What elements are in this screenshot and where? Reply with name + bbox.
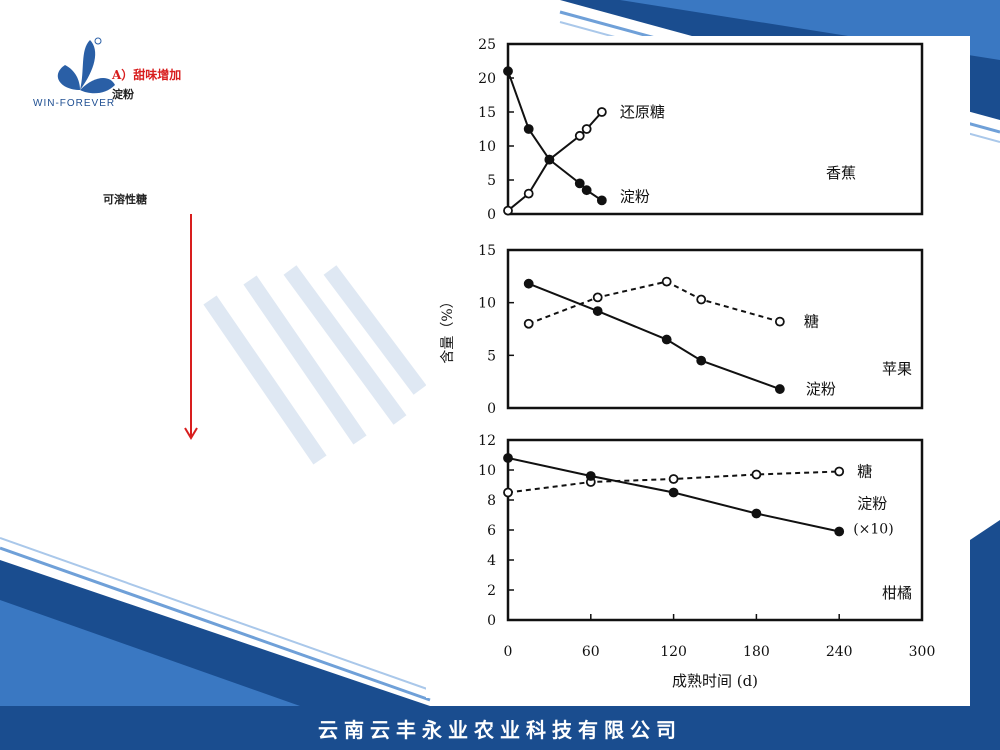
data-point (581, 124, 592, 134)
data-point (574, 178, 585, 189)
company-name: 云南云丰永业农业科技有限公司 (318, 718, 682, 742)
data-point (503, 205, 513, 216)
x-tick-label: 240 (826, 644, 853, 660)
right-edge-stripes (970, 520, 1000, 706)
arrow-down-icon (184, 214, 198, 440)
y-tick-label: 0 (487, 613, 496, 629)
company-logo (40, 35, 150, 115)
series-label: 淀粉 (620, 187, 650, 205)
y-tick-label: 0 (487, 207, 496, 223)
series-line (528, 280, 781, 325)
y-tick-label: 4 (487, 553, 496, 569)
data-point (696, 355, 707, 366)
data-point (668, 487, 679, 498)
data-point (523, 278, 534, 289)
logo-text: WIN-FOREVER (33, 98, 116, 109)
data-point (834, 526, 845, 537)
y-tick-label: 10 (478, 139, 496, 155)
data-point (523, 318, 534, 329)
plot-frame (506, 42, 924, 216)
data-point (523, 188, 534, 199)
data-point (661, 334, 672, 345)
data-point (751, 469, 762, 480)
y-axis-label: 含量（%） (440, 294, 456, 363)
data-point (581, 185, 592, 196)
bottom-left-stripes (0, 537, 431, 706)
y-tick-label: 0 (487, 401, 496, 417)
x-tick-label: 0 (504, 644, 513, 660)
data-point (544, 154, 555, 165)
data-point (503, 487, 513, 498)
y-tick-label: 5 (487, 348, 496, 364)
y-tick-label: 15 (478, 243, 496, 259)
data-point (523, 124, 534, 134)
series-label: 糖 (804, 313, 819, 331)
series-label: 还原糖 (620, 103, 665, 121)
data-point (661, 276, 672, 287)
data-point (774, 316, 785, 327)
panel-label: 香蕉 (826, 164, 856, 182)
series-note: (×10) (853, 522, 893, 538)
x-tick-label: 300 (909, 644, 936, 660)
data-point (696, 294, 707, 305)
footer-bar (0, 706, 1000, 750)
series-line (507, 70, 603, 202)
data-point (503, 66, 513, 77)
data-point (834, 466, 845, 477)
slide-heading: A）甜味增加 (112, 68, 182, 82)
data-point (574, 130, 585, 141)
data-point (774, 384, 785, 394)
y-tick-label: 10 (478, 296, 496, 312)
y-tick-label: 6 (487, 523, 496, 539)
data-point (592, 306, 603, 316)
y-tick-label: 25 (478, 37, 496, 53)
data-point (596, 107, 607, 117)
series-label: 糖 (857, 463, 872, 481)
y-tick-label: 2 (487, 583, 496, 599)
x-tick-label: 60 (582, 644, 600, 660)
series-label: 淀粉 (806, 380, 836, 398)
y-tick-label: 15 (478, 105, 496, 121)
x-tick-label: 120 (660, 644, 687, 660)
data-point (592, 292, 603, 303)
soluble-sugar-label: 可溶性糖 (103, 193, 147, 206)
data-point (585, 471, 596, 481)
starch-label: 淀粉 (112, 88, 134, 101)
x-tick-label: 180 (743, 644, 770, 660)
chart-container: 0 5 10 15 20 25 还原糖 淀粉 香蕉 0 5 10 15 糖淀粉 苹果 0 2 4 6 8 10 12 糖淀粉… (426, 36, 970, 698)
ripening-chart: 0510152025还原糖淀粉香蕉051015糖淀粉苹果024681012糖淀粉… (440, 37, 936, 690)
plot-frame (506, 248, 924, 410)
y-tick-label: 10 (478, 463, 496, 479)
data-point (503, 453, 513, 463)
series-label: 淀粉 (857, 495, 887, 513)
watermark-leaf (203, 265, 427, 465)
series-line (528, 282, 781, 390)
trefoil-leaf-icon (57, 37, 115, 94)
data-point (751, 508, 762, 519)
y-tick-label: 8 (487, 493, 496, 509)
y-tick-label: 20 (478, 71, 496, 87)
x-axis-label: 成熟时间 (d) (672, 672, 758, 690)
y-tick-label: 5 (487, 173, 496, 189)
data-point (596, 195, 607, 206)
panel-label: 柑橘 (882, 584, 912, 602)
panel-label: 苹果 (882, 360, 912, 378)
y-tick-label: 12 (478, 433, 496, 449)
data-point (668, 474, 679, 484)
